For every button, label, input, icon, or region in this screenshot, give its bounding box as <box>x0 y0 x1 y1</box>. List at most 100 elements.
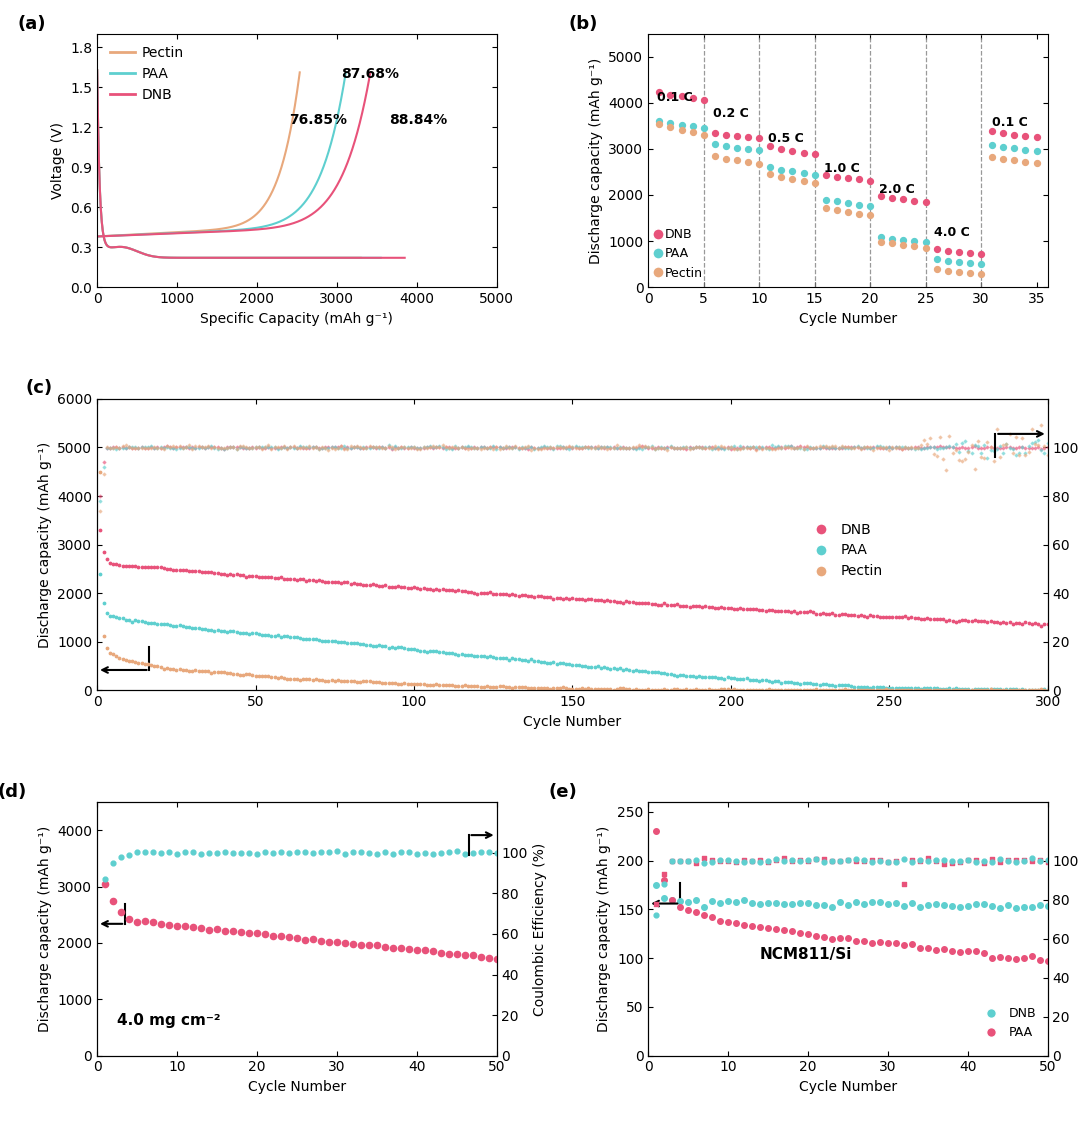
Point <box>577 657 594 675</box>
Point <box>441 438 458 456</box>
Point <box>747 439 765 457</box>
Point <box>734 681 752 699</box>
Point <box>605 438 622 456</box>
Point <box>678 439 696 457</box>
Point <box>696 91 713 109</box>
Point <box>231 438 248 456</box>
Point <box>880 438 897 456</box>
Point <box>785 602 802 620</box>
Point <box>329 439 347 457</box>
Point <box>995 681 1012 699</box>
Point <box>197 663 214 681</box>
Point <box>349 673 366 691</box>
Point <box>383 674 401 692</box>
Point <box>679 852 697 870</box>
Point <box>405 640 422 658</box>
Point <box>171 437 188 455</box>
Point <box>519 587 537 605</box>
Point <box>573 439 591 457</box>
Point <box>580 438 597 456</box>
Point <box>991 614 1009 632</box>
Point <box>449 439 467 457</box>
Point <box>879 852 896 870</box>
Point <box>184 438 201 456</box>
Point <box>760 439 778 457</box>
Point <box>893 682 910 700</box>
Point <box>829 439 847 457</box>
Point <box>459 440 476 458</box>
Point <box>773 167 791 185</box>
Point <box>710 439 727 457</box>
Point <box>779 437 796 455</box>
Point <box>798 438 815 456</box>
Point <box>728 852 745 870</box>
Point <box>247 667 265 685</box>
Point <box>921 438 939 456</box>
Point <box>944 445 961 463</box>
Point <box>329 439 347 457</box>
Point <box>1008 428 1025 446</box>
Point <box>821 604 838 622</box>
Point <box>349 438 366 456</box>
Point <box>485 437 502 455</box>
Point <box>681 438 699 456</box>
Point <box>940 252 957 270</box>
Point <box>108 438 125 456</box>
Point <box>828 167 846 185</box>
Point <box>364 438 381 456</box>
Point <box>177 438 194 456</box>
Point <box>399 578 416 596</box>
Point <box>913 439 930 457</box>
Point <box>111 556 129 574</box>
Point <box>984 122 1001 140</box>
Point <box>529 439 546 457</box>
Point <box>187 562 204 579</box>
Point <box>200 437 217 455</box>
Point <box>377 576 394 594</box>
Point <box>815 853 833 871</box>
Point <box>873 186 890 204</box>
Point <box>251 438 268 456</box>
Point <box>924 438 942 456</box>
Point <box>554 655 571 673</box>
Point <box>421 438 438 456</box>
Point <box>421 676 438 694</box>
Point <box>193 620 211 638</box>
Point <box>367 637 384 655</box>
Point <box>634 440 651 458</box>
Point <box>111 439 129 457</box>
Point <box>975 439 993 457</box>
Point <box>862 439 879 457</box>
Point <box>478 584 496 602</box>
Point <box>913 681 930 699</box>
Point <box>826 677 843 695</box>
Point <box>862 678 879 696</box>
Point <box>586 439 604 457</box>
Legend: DNB, PAA, Pectin: DNB, PAA, Pectin <box>651 223 707 284</box>
Point <box>678 438 696 456</box>
Point <box>636 681 653 699</box>
Point <box>646 595 663 613</box>
Point <box>782 437 799 455</box>
Point <box>307 572 324 590</box>
Point <box>919 682 936 700</box>
Point <box>316 632 334 650</box>
Point <box>130 654 147 672</box>
Point <box>690 438 707 456</box>
Point <box>826 437 843 455</box>
Point <box>564 439 581 457</box>
Point <box>982 612 999 630</box>
Point <box>824 437 841 455</box>
Point <box>415 438 432 456</box>
Point <box>719 668 737 686</box>
Point <box>679 901 697 919</box>
Point <box>453 438 470 456</box>
Point <box>241 665 258 683</box>
Point <box>747 438 765 456</box>
Point <box>738 669 755 687</box>
Point <box>159 438 176 456</box>
Point <box>824 681 841 699</box>
Point <box>1026 682 1043 700</box>
Point <box>731 681 748 699</box>
Point <box>532 438 550 456</box>
